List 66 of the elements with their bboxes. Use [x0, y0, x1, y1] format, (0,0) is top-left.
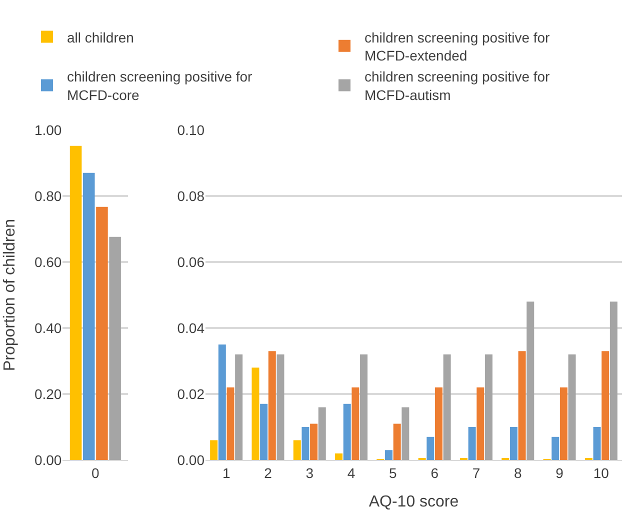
bar — [568, 354, 576, 460]
y-tick-label: 0.06 — [177, 254, 205, 270]
bar — [335, 453, 343, 460]
x-tick-label: 5 — [389, 464, 398, 481]
bar — [260, 404, 268, 460]
legend-label: children screening positive for MCFD-autism — [364, 68, 550, 103]
bar — [226, 387, 234, 460]
legend-label: all children — [67, 29, 134, 46]
bar — [593, 427, 601, 460]
y-tick-label: 0.00 — [177, 452, 205, 468]
x-tick-label: 9 — [556, 464, 564, 481]
bar — [560, 387, 568, 460]
y-tick-label: 0.08 — [177, 188, 205, 204]
bar — [610, 302, 618, 460]
y-tick-label: 0.60 — [34, 254, 62, 270]
bar — [343, 404, 351, 460]
bar — [434, 387, 442, 460]
bar — [218, 344, 226, 460]
bar — [252, 368, 260, 460]
bar — [393, 424, 401, 460]
y-tick-label: 0.40 — [34, 320, 62, 336]
bar — [310, 424, 318, 460]
bar — [518, 351, 526, 460]
y-tick-label: 0.02 — [177, 386, 205, 402]
x-tick-label: 8 — [514, 464, 522, 481]
bar — [276, 354, 284, 460]
y-tick-label: 0.80 — [34, 188, 62, 204]
bar — [235, 354, 243, 460]
bar — [70, 146, 82, 460]
legend-label: children screening positive for MCFD-core — [67, 68, 253, 103]
x-tick-label: 1 — [222, 464, 230, 481]
bar — [302, 427, 310, 460]
bar — [476, 387, 484, 460]
bar — [526, 302, 534, 460]
bar — [352, 387, 360, 460]
bar — [443, 354, 451, 460]
bar — [318, 407, 326, 460]
y-tick-label: 0.10 — [177, 122, 205, 138]
x-axis-title: AQ-10 score — [368, 494, 459, 510]
bar — [360, 354, 368, 460]
y-axis-title: Proportion of children — [1, 218, 18, 372]
y-tick-label: 0.04 — [177, 320, 205, 336]
bar — [484, 354, 492, 460]
bar — [385, 450, 393, 460]
bar — [109, 236, 121, 460]
bar — [552, 436, 560, 460]
bar — [268, 351, 276, 460]
x-tick-label: 6 — [430, 464, 439, 481]
bar — [602, 351, 610, 460]
x-tick-label: 10 — [593, 464, 610, 481]
y-tick-label: 1.00 — [34, 122, 62, 138]
x-tick-label: 7 — [472, 464, 480, 481]
bar — [96, 206, 108, 460]
bar — [82, 172, 95, 460]
bar — [468, 427, 476, 460]
x-tick-label: 4 — [347, 464, 356, 481]
bar — [426, 436, 434, 460]
bar — [293, 440, 301, 460]
bar — [210, 440, 218, 460]
y-tick-label: 0.00 — [34, 452, 62, 468]
bar — [510, 427, 518, 460]
x-tick-label: 2 — [264, 464, 272, 481]
x-tick-label: 3 — [306, 464, 314, 481]
bar — [402, 407, 410, 460]
y-tick-label: 0.20 — [34, 386, 62, 402]
x-tick-label: 0 — [92, 464, 100, 481]
